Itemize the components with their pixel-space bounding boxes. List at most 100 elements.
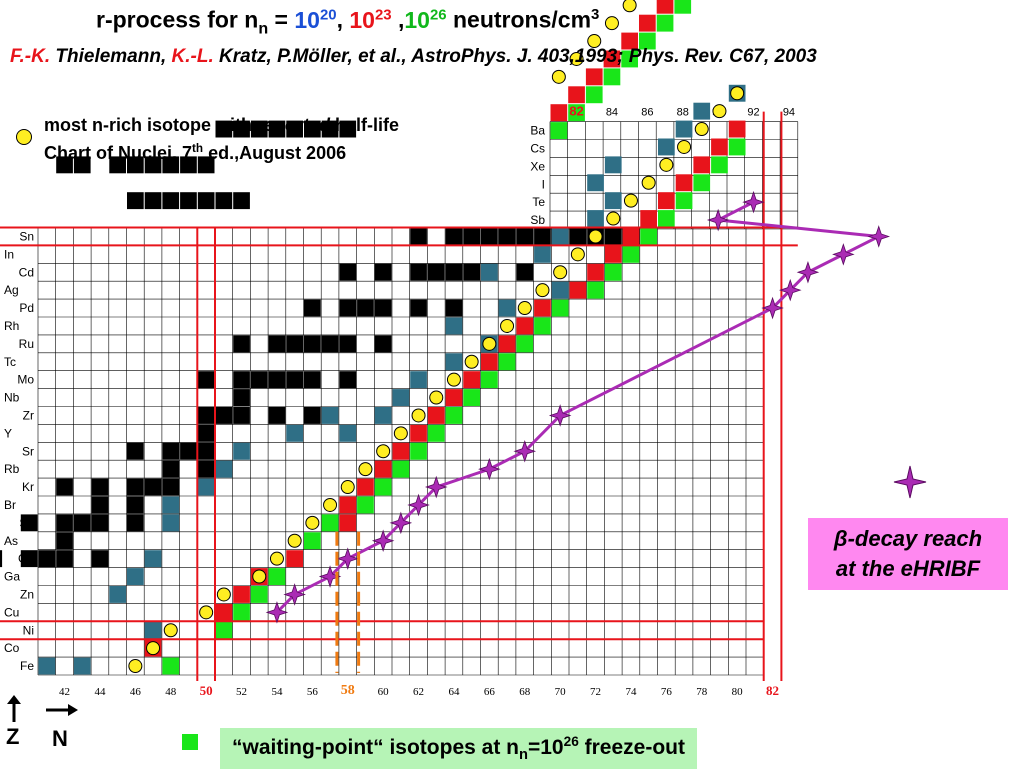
n-tick-label: 44: [94, 686, 106, 698]
element-label: Cu: [4, 605, 19, 619]
n-tick-label: 76: [661, 686, 673, 698]
stable-isotope-cell: [304, 407, 321, 424]
stable-isotope-cell: [180, 442, 197, 460]
measured-isotope-cell: [38, 657, 56, 675]
most-n-rich-isotope-marker: [553, 265, 568, 280]
red-isotope-cell: [693, 156, 711, 174]
red-isotope-cell: [656, 0, 674, 14]
stable-isotope-cell: [109, 156, 126, 174]
waiting-point-cell: [250, 586, 268, 603]
stable-isotope-cell: [374, 263, 392, 281]
red-isotope-cell: [711, 138, 728, 156]
beta-decay-star: [832, 243, 855, 266]
most-n-rich-isotope-marker: [323, 497, 338, 512]
z-axis-label: Z: [6, 724, 20, 749]
most-n-rich-isotope-marker: [146, 641, 161, 656]
element-label: Kr: [22, 480, 34, 494]
red-isotope-cell: [728, 120, 746, 138]
most-n-rich-isotope-marker: [252, 569, 267, 584]
element-label: Rb: [4, 462, 20, 476]
beta-decay-star: [778, 278, 802, 302]
measured-isotope-cell: [392, 389, 410, 406]
stable-isotope-cell: [162, 478, 180, 496]
n-tick-label: 62: [413, 686, 424, 698]
measured-isotope-cell: [481, 263, 498, 281]
red-isotope-cell: [498, 335, 516, 353]
stable-isotope-cell: [233, 192, 250, 210]
stable-isotope-cell: [250, 120, 268, 138]
red-isotope-cell: [603, 50, 621, 68]
measured-isotope-cell: [498, 299, 516, 317]
beta-decay-star: [389, 511, 413, 535]
most-n-rich-isotope-marker: [216, 587, 231, 602]
most-n-rich-isotope-marker: [551, 69, 566, 84]
waiting-point-cell: [215, 621, 233, 639]
waiting-point-cell: [568, 104, 585, 122]
stable-isotope-cell: [162, 192, 180, 210]
waiting-point-cell: [587, 281, 604, 299]
red-isotope-cell: [427, 407, 445, 424]
stable-isotope-cell: [162, 460, 180, 478]
measured-isotope-cell: [144, 550, 162, 568]
stable-isotope-cell: [534, 228, 551, 245]
stable-isotope-cell: [38, 550, 56, 568]
most-n-rich-isotope-marker: [163, 623, 178, 638]
stable-isotope-cell: [516, 228, 534, 245]
waiting-point-cell: [693, 174, 711, 192]
n-axis-label: N: [52, 726, 68, 751]
stable-isotope-cell: [268, 335, 286, 353]
stable-isotope-cell: [197, 424, 215, 442]
beta-decay-star: [548, 404, 572, 427]
beta-decay-star: [867, 225, 891, 248]
stable-isotope-cell: [286, 335, 303, 353]
n-tick-label: 52: [236, 686, 247, 698]
most-n-rich-isotope-marker: [199, 605, 214, 620]
measured-isotope-cell: [551, 281, 569, 299]
element-label: Ga: [4, 570, 20, 584]
red-isotope-cell: [568, 86, 585, 104]
most-n-rich-isotope-marker: [500, 318, 515, 333]
measured-isotope-cell: [534, 245, 551, 263]
most-n-rich-isotope-marker: [393, 426, 408, 441]
stable-isotope-cell: [91, 478, 109, 496]
stable-isotope-cell: [339, 371, 357, 389]
n-tick-label: 58: [341, 683, 355, 698]
element-label: Mo: [17, 373, 34, 387]
element-label: In: [4, 247, 14, 261]
element-label: Rh: [4, 319, 19, 333]
most-n-rich-isotope-marker: [411, 408, 426, 423]
measured-isotope-cell: [675, 120, 693, 138]
stable-isotope-cell: [268, 371, 286, 389]
stable-isotope-cell: [463, 263, 480, 281]
measured-isotope-cell: [127, 568, 144, 585]
stable-isotope-cell: [215, 407, 233, 424]
element-label: Te: [532, 195, 545, 209]
n-axis-arrow-icon: [46, 704, 78, 716]
stable-isotope-cell: [56, 156, 73, 174]
n-tick-label: 42: [59, 686, 70, 698]
element-label: Y: [4, 426, 12, 440]
n-tick-label: 80: [732, 686, 744, 698]
beta-decay-star: [265, 601, 289, 624]
element-label: Ba: [530, 124, 545, 138]
element-label: Zr: [23, 408, 34, 422]
stable-isotope-cell: [180, 192, 197, 210]
measured-isotope-cell: [144, 621, 162, 639]
waiting-point-cell: [516, 335, 534, 353]
n-tick-label: 94: [783, 107, 795, 119]
stable-isotope-cell: [445, 228, 463, 245]
most-n-rich-isotope-marker: [606, 211, 621, 226]
n-tick-label: 78: [696, 686, 708, 698]
stable-isotope-cell: [197, 371, 215, 389]
stable-isotope-cell: [339, 335, 357, 353]
stable-isotope-cell: [410, 228, 427, 245]
beta-decay-star: [513, 439, 537, 463]
stable-isotope-cell: [73, 514, 91, 532]
measured-isotope-cell: [604, 156, 622, 174]
yellow-legend-text: most n-rich isotope with reported half-l…: [44, 115, 400, 163]
stable-isotope-cell: [339, 120, 357, 138]
stable-isotope-cell: [339, 263, 357, 281]
n-tick-label: 66: [484, 686, 496, 698]
stable-isotope-cell: [144, 192, 162, 210]
red-isotope-cell: [516, 317, 534, 335]
